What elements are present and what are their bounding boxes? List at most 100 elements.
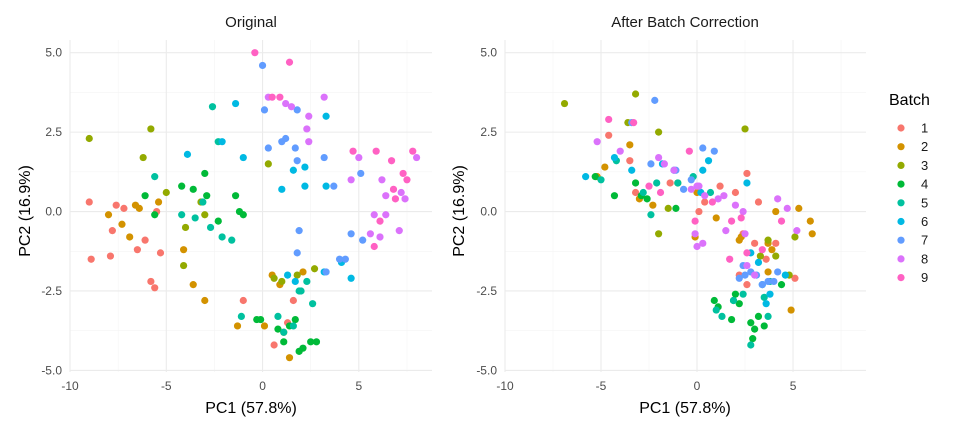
point-batch-9 [758, 246, 766, 254]
point-batch-9 [605, 115, 613, 124]
panel-corrected-points [560, 90, 816, 349]
legend-key-6 [897, 217, 905, 226]
point-batch-9 [285, 58, 294, 66]
point-batch-4 [727, 315, 736, 324]
point-batch-2 [154, 198, 163, 206]
point-batch-5 [712, 306, 720, 314]
point-batch-5 [289, 322, 297, 330]
point-batch-4 [295, 347, 303, 355]
point-batch-7 [293, 106, 301, 114]
point-batch-8 [355, 153, 363, 162]
y-tick-label: -2.5 [476, 284, 497, 298]
point-batch-4 [777, 281, 786, 289]
point-batch-9 [726, 255, 734, 263]
point-batch-5 [228, 236, 236, 244]
legend-key-5 [897, 199, 905, 207]
point-batch-2 [201, 296, 209, 305]
point-batch-8 [743, 261, 751, 270]
point-batch-9 [370, 242, 378, 251]
point-batch-9 [777, 217, 786, 225]
point-batch-8 [751, 271, 759, 279]
point-batch-5 [653, 179, 661, 187]
point-batch-1 [270, 341, 278, 349]
point-batch-7 [322, 268, 330, 276]
point-batch-8 [593, 138, 601, 146]
point-batch-6 [610, 153, 619, 162]
panel-corrected-y-axis-title: PC2 (16.9%) [451, 165, 468, 257]
point-batch-5 [297, 287, 305, 295]
point-batch-8 [774, 195, 782, 203]
point-batch-8 [366, 230, 374, 238]
point-batch-2 [649, 201, 657, 209]
point-batch-2 [772, 207, 780, 216]
point-batch-1 [156, 249, 165, 257]
point-batch-5 [151, 173, 159, 181]
legend-key-2 [897, 143, 905, 151]
point-batch-7 [330, 182, 338, 190]
point-batch-1 [108, 227, 116, 235]
point-batch-3 [741, 125, 749, 133]
point-batch-8 [739, 207, 747, 216]
point-batch-9 [251, 49, 259, 57]
point-batch-9 [399, 169, 407, 178]
point-batch-7 [357, 169, 365, 178]
point-batch-8 [687, 185, 695, 193]
point-batch-8 [412, 153, 421, 162]
point-batch-8 [793, 227, 801, 235]
point-batch-9 [387, 157, 396, 165]
point-batch-8 [370, 211, 378, 219]
legend-key-7 [897, 236, 905, 244]
point-batch-1 [751, 239, 759, 247]
point-batch-6 [289, 166, 297, 174]
point-batch-7 [291, 144, 299, 152]
point-batch-9 [409, 147, 417, 155]
point-batch-8 [722, 227, 730, 235]
point-batch-6 [218, 138, 226, 146]
point-batch-7 [282, 134, 290, 143]
point-batch-8 [320, 93, 328, 101]
point-batch-8 [305, 138, 313, 146]
point-batch-4 [307, 338, 315, 346]
point-batch-6 [183, 150, 192, 158]
point-batch-3 [85, 134, 93, 143]
point-batch-8 [382, 211, 390, 219]
point-batch-7 [770, 277, 778, 286]
x-tick-label: -5 [596, 379, 607, 393]
point-batch-6 [239, 153, 247, 162]
point-batch-2 [787, 306, 795, 314]
point-batch-4 [731, 290, 740, 298]
point-batch-7 [293, 157, 301, 165]
point-batch-5 [206, 223, 215, 232]
point-batch-5 [280, 328, 288, 336]
point-batch-1 [695, 207, 703, 216]
point-batch-9 [389, 185, 398, 193]
point-batch-8 [303, 125, 311, 133]
point-batch-8 [699, 239, 707, 247]
point-batch-7 [647, 160, 655, 168]
point-batch-2 [806, 217, 814, 225]
point-batch-5 [639, 188, 647, 197]
point-batch-8 [693, 182, 701, 190]
point-batch-2 [126, 233, 134, 241]
legend-label-8: 8 [921, 251, 928, 266]
point-batch-3 [147, 125, 155, 133]
point-batch-4 [610, 192, 619, 200]
point-batch-6 [301, 163, 309, 171]
point-batch-4 [291, 315, 299, 324]
point-batch-1 [731, 188, 740, 197]
point-batch-8 [741, 230, 749, 238]
point-batch-7 [758, 281, 766, 289]
point-batch-7 [341, 255, 349, 263]
point-batch-2 [299, 268, 307, 276]
legend-label-1: 1 [921, 121, 928, 136]
y-tick-label: 2.5 [480, 125, 497, 139]
point-batch-8 [691, 230, 699, 238]
point-batch-9 [656, 188, 665, 197]
point-batch-9 [376, 217, 384, 225]
point-batch-4 [231, 192, 240, 200]
point-batch-9 [727, 217, 736, 225]
legend-title: Batch [889, 92, 930, 109]
panel-original-ticks: -10 -5 0 5 -5.0 -2.5 0.0 2.5 5.0 [41, 46, 362, 393]
point-batch-3 [655, 230, 663, 238]
point-batch-2 [601, 163, 609, 171]
